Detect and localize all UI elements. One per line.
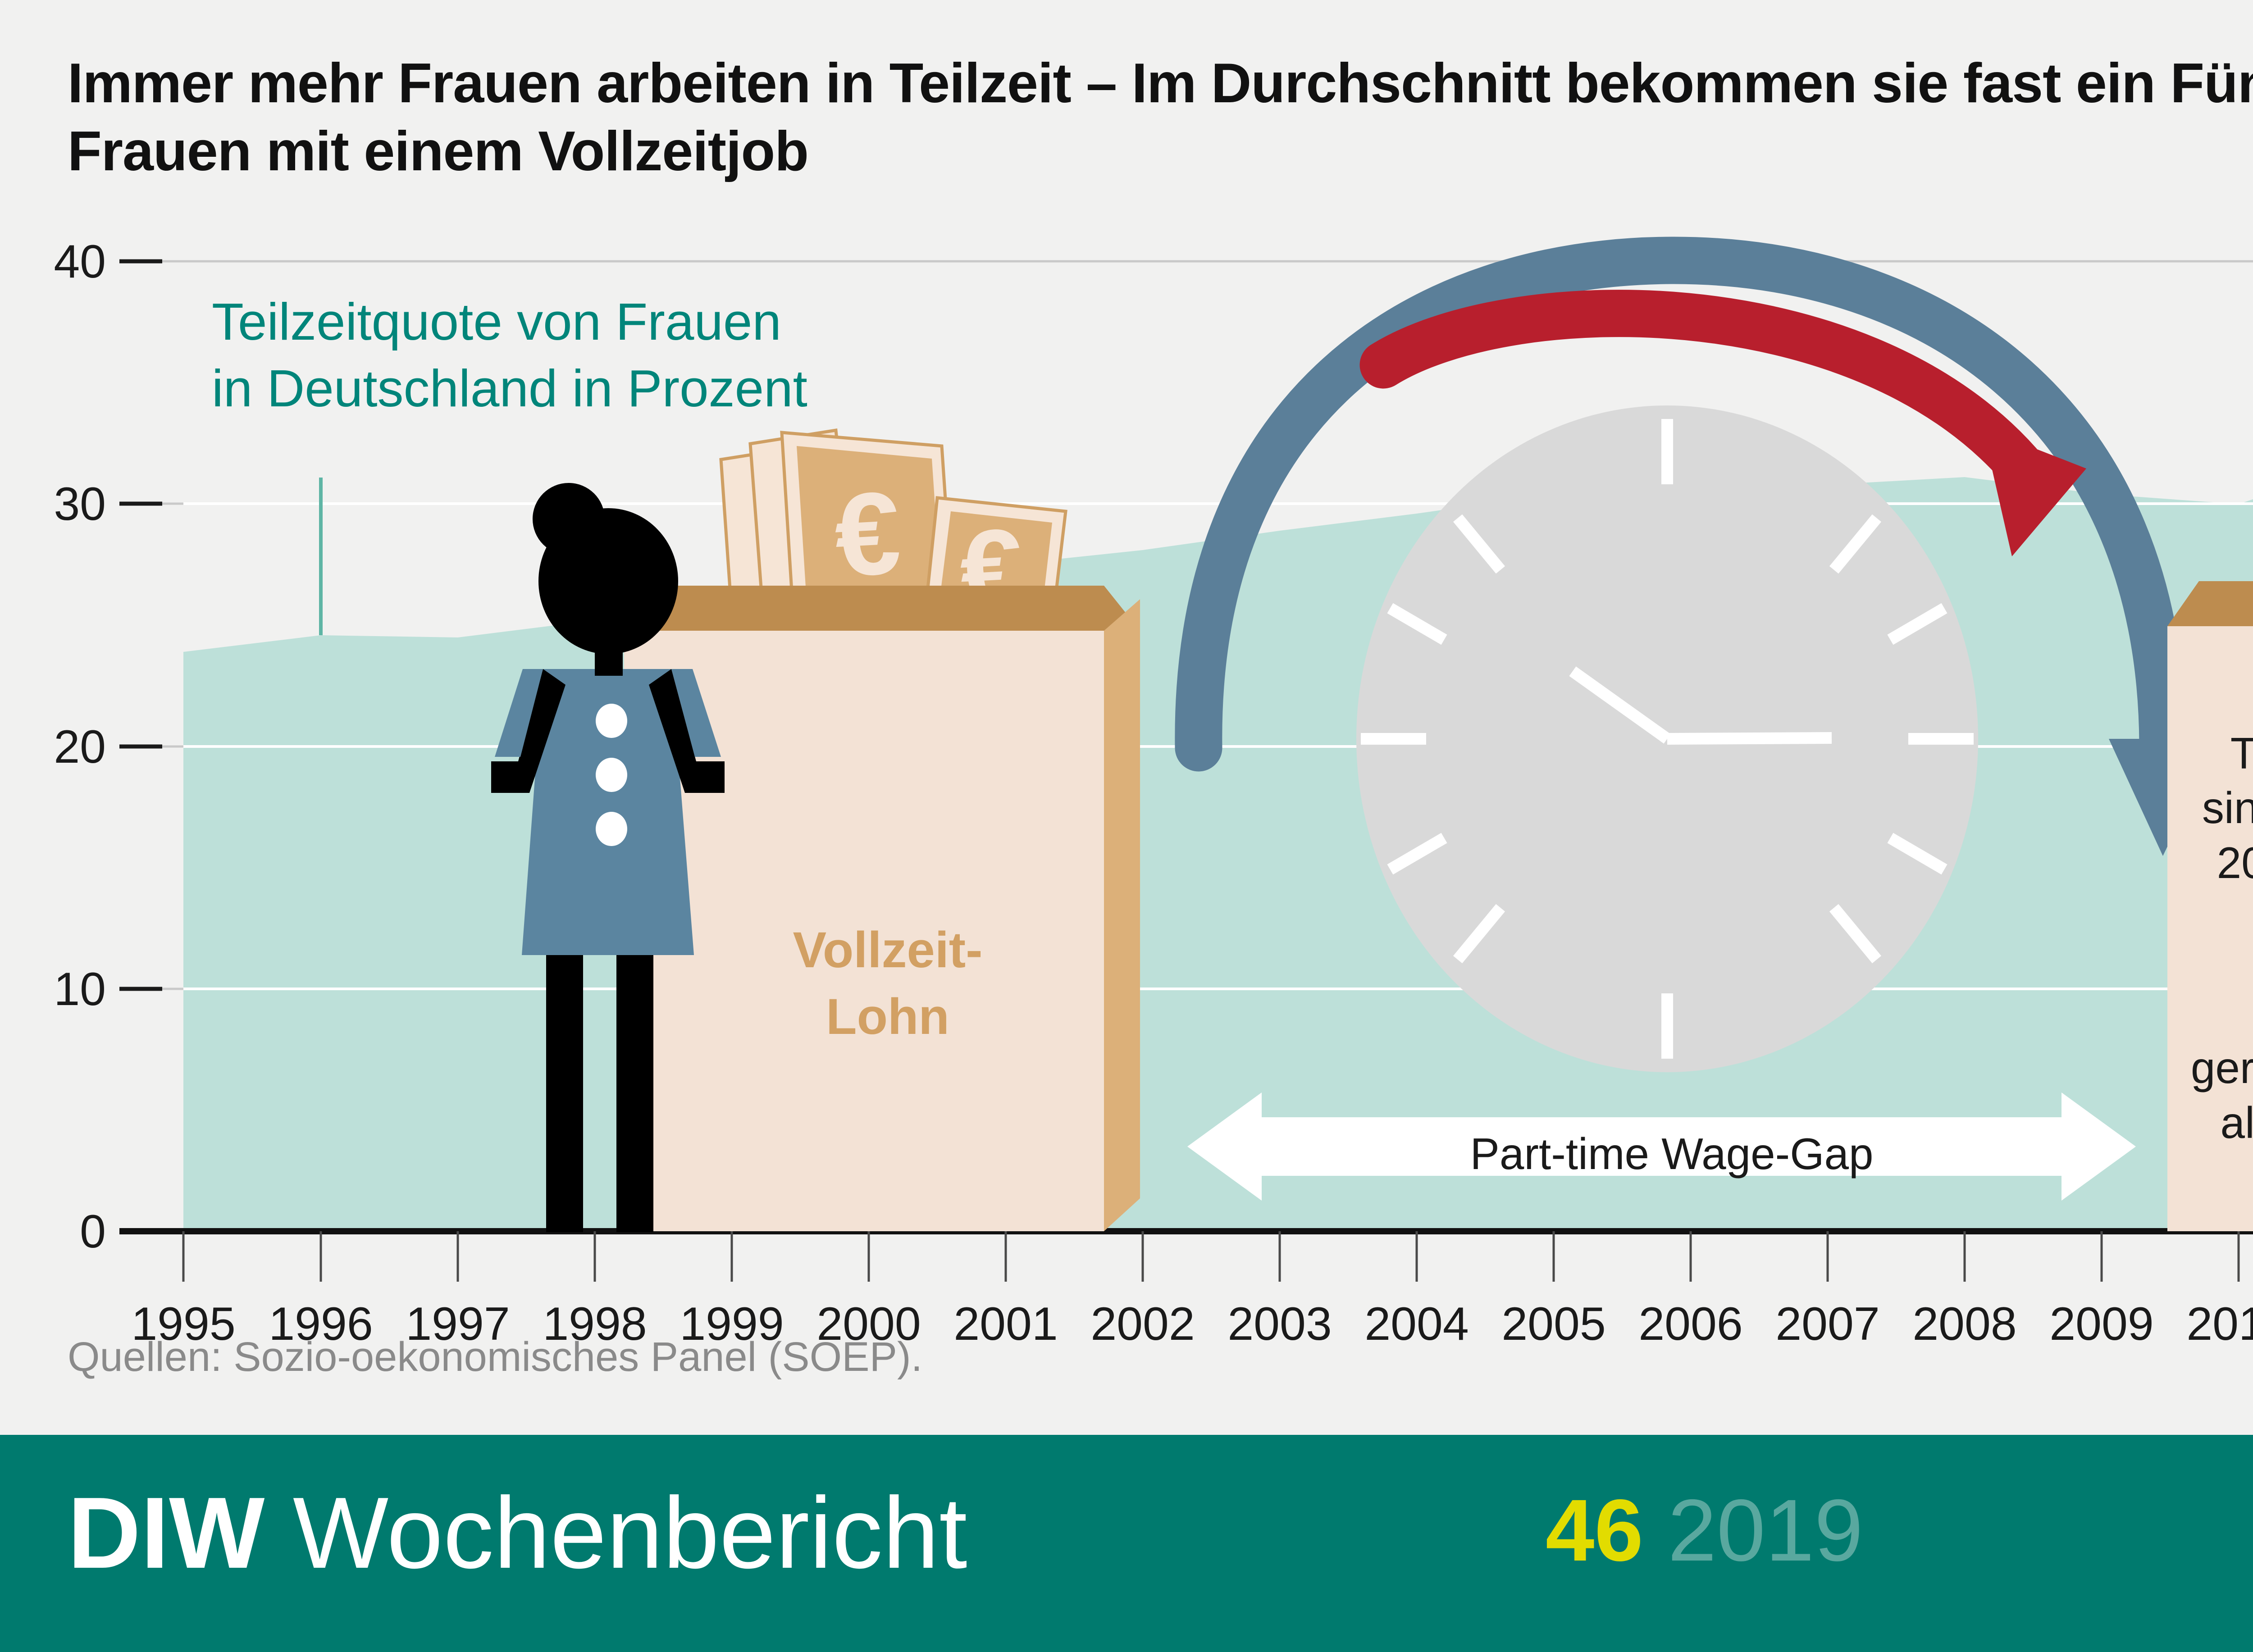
series-annotation-label: Teilzeitquote von Frauen in Deutschland …	[212, 292, 807, 418]
bag-label-fulltime-wage: Vollzeit- Lohn	[793, 922, 983, 1045]
wage-gap-double-arrow	[1187, 1092, 2136, 1201]
clock-illustration	[1356, 405, 1978, 1072]
y-tick-30: 30	[54, 478, 106, 530]
x-tick-2006: 2006	[1638, 1298, 1743, 1350]
footer-brand-space	[265, 1476, 293, 1589]
footer-issue-year: 2019	[1668, 1481, 1863, 1579]
x-tick-2002: 2002	[1090, 1298, 1195, 1350]
x-tick-2001: 2001	[953, 1298, 1058, 1350]
y-tick-0: 0	[80, 1206, 106, 1258]
footer-issue-space	[1643, 1481, 1668, 1579]
footer-brand: DIW Wochenbericht	[68, 1482, 967, 1584]
x-tick-2008: 2008	[1912, 1298, 2017, 1350]
x-tick-2009: 2009	[2049, 1298, 2154, 1350]
x-tick-1999: 1999	[680, 1298, 784, 1350]
footer-brand-wochenbericht: Wochenbericht	[292, 1476, 967, 1589]
x-tick-1997: 1997	[406, 1298, 510, 1350]
footer-issue: 46 2019	[1546, 1487, 1863, 1575]
page-title: Immer mehr Frauen arbeiten in Teilzeit –…	[68, 52, 2253, 183]
footer-brand-diw: DIW	[68, 1476, 265, 1589]
bag-text-parttime-outro: geringeren Stundenlohn als Frauen mit ei…	[2190, 1043, 2253, 1147]
money-bag-right: € €	[2167, 581, 2253, 1231]
y-tick-20: 20	[54, 721, 106, 773]
x-tick-1998: 1998	[543, 1298, 647, 1350]
wage-gap-arrow-label: Part-time Wage-Gap	[1470, 1129, 1874, 1179]
x-axis-ticks	[182, 1231, 2240, 1282]
x-tick-1996: 1996	[269, 1298, 373, 1350]
red-circular-arrow	[1359, 290, 2086, 556]
footer-bar	[0, 1435, 2253, 1652]
status-badge-percentage: 17%	[2199, 944, 2253, 1027]
y-tick-40: 40	[54, 236, 106, 288]
y-axis-ticks	[119, 259, 162, 1233]
figure-left-fulltime	[491, 483, 725, 1232]
x-tick-1995: 1995	[131, 1298, 236, 1350]
x-tick-2004: 2004	[1364, 1298, 1469, 1350]
svg-text:€: €	[832, 468, 904, 601]
x-tick-2007: 2007	[1775, 1298, 1880, 1350]
footer-issue-number: 46	[1546, 1481, 1643, 1579]
y-tick-10: 10	[54, 963, 106, 1015]
bag-text-parttime-intro: Frauen, die in Teilzeit erwerbstätig sin…	[2202, 728, 2253, 887]
source-note: Quellen: Sozio-oekonomisches Panel (SOEP…	[68, 1334, 923, 1380]
x-tick-2000: 2000	[816, 1298, 921, 1350]
money-bag-left: € €	[624, 428, 1140, 1231]
x-tick-2005: 2005	[1501, 1298, 1606, 1350]
x-tick-2003: 2003	[1227, 1298, 1332, 1350]
